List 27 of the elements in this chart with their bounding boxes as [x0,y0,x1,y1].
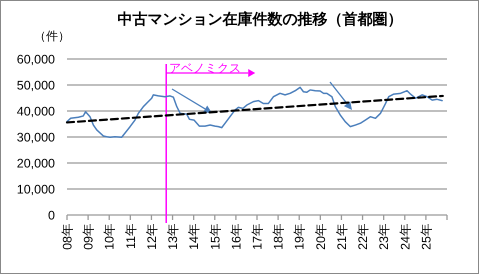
x-tick-label: 09年 [82,223,96,250]
x-tick-label: 12年 [144,223,159,250]
x-tick-label: 16年 [229,223,244,250]
x-tick-label: 15年 [208,223,222,250]
y-tick-label: 30,000 [16,130,56,144]
x-tick-label: 13年 [166,223,180,250]
x-tick-label: 08年 [60,223,74,250]
chart-title: 中古マンション在庫件数の推移（首都圏） [118,10,402,28]
x-tick-label: 22年 [356,223,370,250]
y-tick-label: 50,000 [16,78,56,92]
x-tick-label: 25年 [419,223,434,250]
y-axis-title: （件） [34,29,70,43]
x-tick-label: 11年 [124,223,138,249]
y-tick-label: 20,000 [16,156,56,170]
y-tick-label: 60,000 [16,52,56,66]
x-tick-label: 23年 [377,223,392,250]
x-tick-label: 19年 [292,223,307,250]
y-tick-label: 10,000 [16,182,56,196]
x-tick-label: 21年 [334,223,349,250]
x-tick-label: 20年 [314,223,328,250]
x-tick-label: 14年 [187,223,202,250]
x-tick-label: 24年 [398,223,412,250]
y-tick-label: 40,000 [16,104,56,118]
x-tick-label: 10年 [102,223,117,250]
x-tick-label: 18年 [272,223,286,250]
y-tick-label: 0 [48,208,56,222]
x-tick-label: 17年 [250,223,264,250]
